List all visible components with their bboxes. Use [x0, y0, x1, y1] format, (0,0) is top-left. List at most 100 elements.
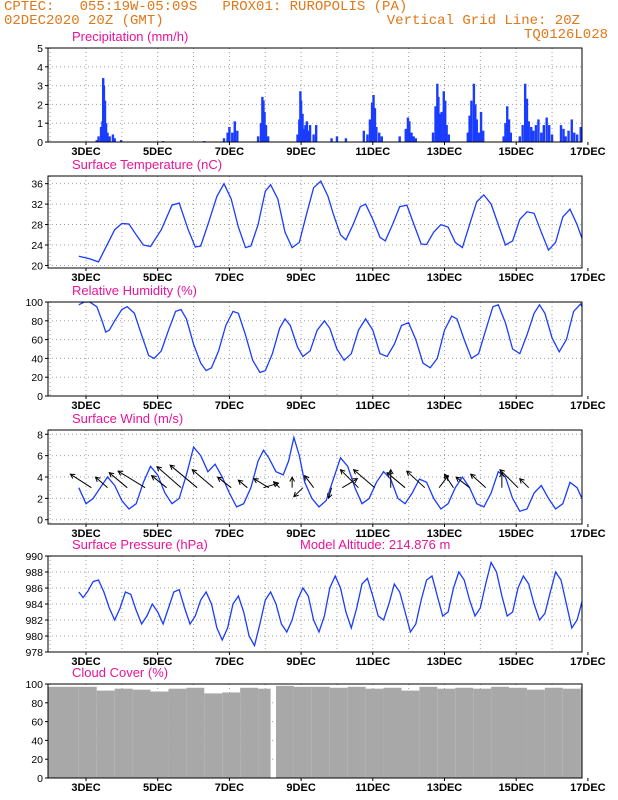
- precip-bar: [330, 138, 333, 142]
- precip-bar: [95, 140, 98, 142]
- precip-bar: [547, 125, 551, 142]
- precip-bar: [308, 125, 312, 142]
- header-model-id: TQ0126L028: [523, 27, 608, 43]
- precip-bar: [264, 125, 268, 142]
- x-tick-label: 9DEC: [286, 528, 315, 540]
- x-tick-label: 13DEC: [427, 782, 463, 794]
- precip-bar: [103, 100, 107, 142]
- precip-bar: [256, 136, 260, 142]
- precip-bar: [368, 119, 372, 142]
- wind-arrow-head: [293, 491, 299, 498]
- y-tick-label: 60: [31, 335, 43, 347]
- precip-bar: [545, 117, 548, 142]
- y-tick-label: 80: [31, 698, 43, 710]
- precip-bar: [119, 140, 123, 142]
- x-tick-label: 9DEC: [286, 656, 315, 668]
- precip-bar: [445, 125, 448, 142]
- y-tick-label: 980: [25, 631, 43, 643]
- x-tick-label: 7DEC: [215, 782, 244, 794]
- wind-arrow-head: [499, 471, 505, 478]
- precip-bar: [99, 126, 103, 142]
- x-tick-label: 9DEC: [286, 782, 315, 794]
- panel-title: Surface Pressure (hPa): [72, 537, 208, 552]
- precip-bar: [506, 106, 509, 142]
- precip-bar: [406, 117, 410, 142]
- wind-arrow-head: [272, 480, 279, 487]
- precip-bar: [523, 83, 527, 142]
- y-tick-label: 990: [25, 551, 43, 563]
- y-tick-label: 20: [31, 754, 43, 766]
- precip-bar: [366, 134, 369, 142]
- precip-bar: [231, 132, 234, 142]
- panel-6: [45, 683, 589, 781]
- y-tick-label: 32: [31, 199, 43, 211]
- precip-bar: [314, 125, 318, 142]
- precip-bar: [97, 136, 100, 142]
- x-tick-label: 17DEC: [570, 528, 606, 540]
- y-tick-label: 1: [37, 118, 43, 130]
- header-location: CPTEC: 055:19W-05:09S PROX01: RUROPOLIS …: [4, 0, 408, 15]
- precip-bar: [442, 91, 445, 142]
- precip-bar: [559, 125, 563, 142]
- panel-title: Relative Humidity (%): [72, 283, 197, 298]
- wind-arrow: [191, 469, 214, 489]
- precip-bar: [408, 121, 411, 142]
- panel-frame: [47, 301, 583, 397]
- wind-arrow-head: [386, 472, 393, 478]
- precip-bar: [302, 128, 306, 142]
- x-tick-label: 9DEC: [286, 146, 315, 158]
- panel-frame: [47, 683, 583, 779]
- x-tick-label: 17DEC: [570, 146, 606, 158]
- wind-arrow: [95, 476, 108, 489]
- panel-2: [45, 175, 589, 271]
- y-tick-label: 3: [37, 81, 43, 93]
- wind-arrow-head: [455, 476, 462, 482]
- cloud-bar: [544, 687, 563, 778]
- cloud-bar: [580, 686, 582, 778]
- precip-bar: [518, 136, 521, 142]
- panel-annotation: Model Altitude: 214.876 m: [300, 537, 450, 552]
- precip-bar: [259, 123, 263, 142]
- cloud-bar: [383, 687, 402, 778]
- precip-bar: [615, 84, 617, 142]
- precip-bar: [299, 100, 303, 142]
- precip-bar: [482, 130, 485, 142]
- x-tick-label: 3DEC: [71, 656, 100, 668]
- precip-bar: [106, 132, 109, 142]
- x-tick-label: 7DEC: [215, 146, 244, 158]
- precip-bar: [575, 134, 579, 142]
- precip-bar: [521, 125, 524, 142]
- cloud-bar: [78, 686, 97, 778]
- y-tick-label: 0: [37, 137, 43, 149]
- series-area: [69, 434, 582, 512]
- precip-bar: [398, 136, 401, 142]
- wind-arrow-head: [150, 475, 157, 481]
- x-tick-label: 11DEC: [355, 782, 390, 794]
- x-tick-label: 9DEC: [286, 400, 315, 412]
- cloud-bar: [96, 690, 115, 778]
- x-tick-label: 7DEC: [215, 528, 244, 540]
- wind-arrow: [253, 478, 270, 489]
- panel-3: [45, 301, 589, 399]
- x-tick-label: 5DEC: [143, 782, 172, 794]
- precip-bar: [414, 138, 418, 142]
- x-tick-label: 15DEC: [498, 146, 534, 158]
- precip-bar: [266, 136, 270, 142]
- wind-arrow-head: [519, 477, 525, 484]
- precip-bar: [307, 130, 310, 142]
- panel-1: [45, 47, 617, 145]
- y-tick-label: 2: [37, 99, 43, 111]
- x-tick-label: 11DEC: [355, 272, 390, 284]
- wind-arrow: [304, 475, 315, 488]
- wind-arrow: [342, 478, 358, 489]
- precip-bar: [567, 130, 570, 142]
- cloud-bar: [114, 688, 133, 778]
- x-tick-label: 5DEC: [143, 400, 172, 412]
- series-area: [78, 180, 582, 263]
- wind-arrow: [108, 472, 128, 489]
- precip-bar: [550, 134, 554, 142]
- wind-arrow-head: [156, 465, 162, 472]
- x-tick-label: 7DEC: [215, 656, 244, 668]
- x-tick-label: 3DEC: [71, 782, 100, 794]
- precip-bar: [611, 119, 613, 142]
